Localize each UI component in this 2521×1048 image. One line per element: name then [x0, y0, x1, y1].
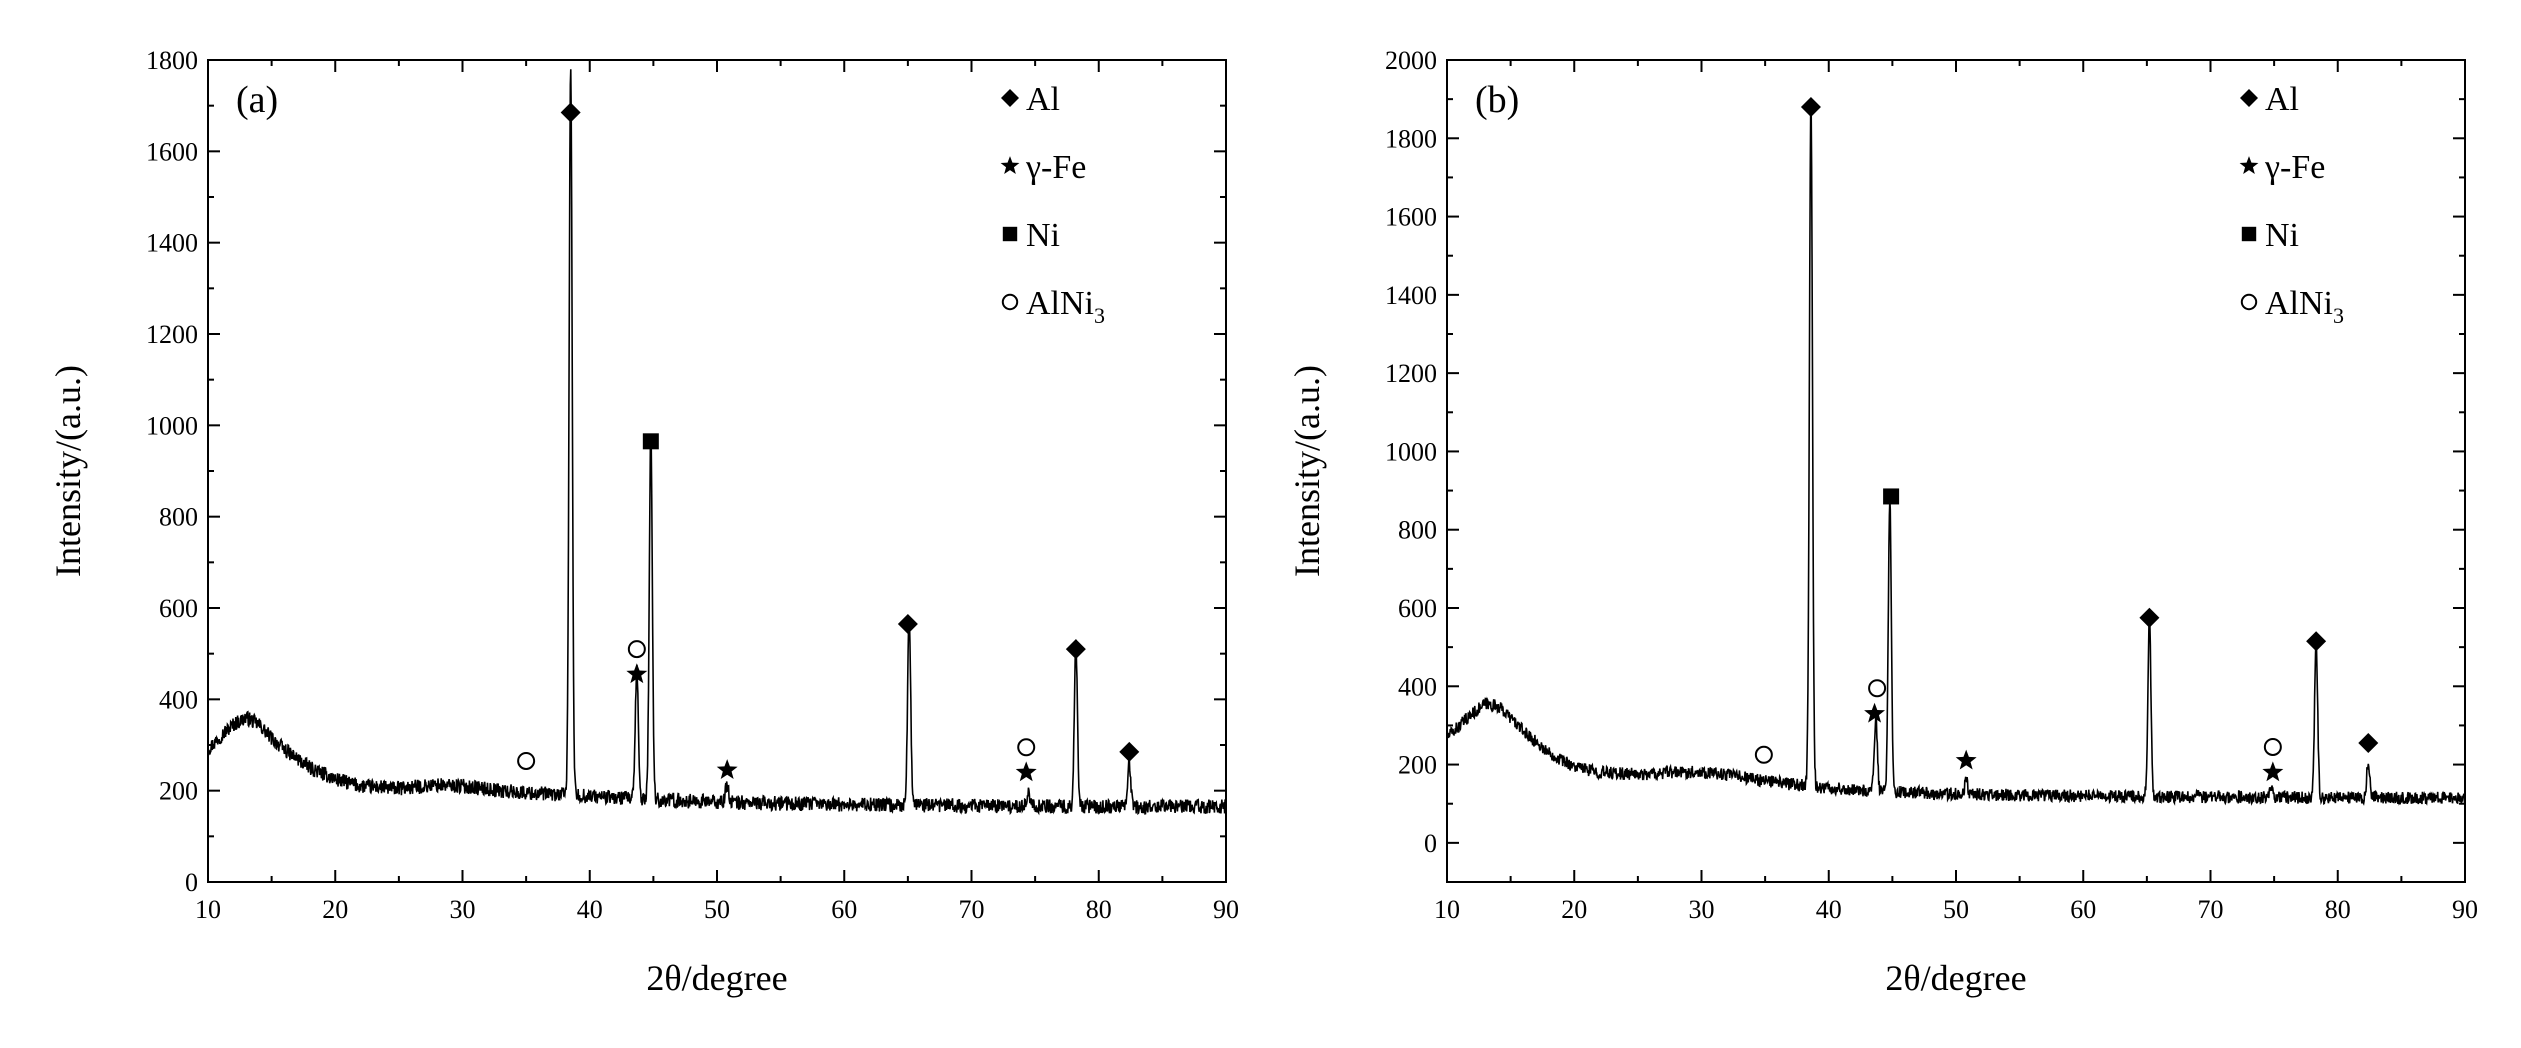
- y-tick-label: 1000: [146, 411, 198, 440]
- x-tick-label: 10: [1434, 895, 1460, 924]
- x-axis-label: 2θ/degree: [1885, 958, 2026, 998]
- x-tick-label: 90: [2452, 895, 2478, 924]
- x-tick-label: 60: [2070, 895, 2096, 924]
- y-tick-label: 0: [1424, 829, 1437, 858]
- x-tick-label: 30: [450, 895, 476, 924]
- legend-subscript: 3: [2333, 303, 2344, 328]
- x-tick-label: 30: [1689, 895, 1715, 924]
- legend-label: AlNi3: [2265, 285, 2344, 328]
- y-tick-label: 200: [159, 777, 198, 806]
- peak-marker-square: [642, 433, 659, 450]
- y-tick-label: 1000: [1385, 437, 1437, 466]
- y-tick-label: 1600: [1385, 203, 1437, 232]
- peak-marker-diamond: [2306, 631, 2327, 652]
- peak-marker-star: [1955, 749, 1977, 770]
- y-tick-label: 1800: [146, 46, 198, 75]
- legend-marker-star: [1000, 156, 1020, 175]
- x-axis-label: 2θ/degree: [646, 958, 787, 998]
- y-tick-label: 400: [159, 685, 198, 714]
- peak-marker-diamond: [1065, 639, 1086, 660]
- peak-marker-diamond: [1119, 741, 1140, 762]
- peak-marker-circle: [2263, 737, 2282, 756]
- peak-marker-circle: [517, 751, 536, 770]
- legend-label: AlNi3: [1026, 285, 1105, 328]
- x-tick-label: 90: [1213, 895, 1239, 924]
- series-line: [1447, 104, 2465, 806]
- peak-marker-circle: [627, 640, 646, 659]
- peak-marker-circle: [1754, 745, 1773, 764]
- legend-label: Al: [2265, 81, 2299, 118]
- peak-marker-square: [1883, 488, 1900, 505]
- peak-marker-diamond: [897, 613, 918, 634]
- x-tick-label: 50: [1943, 895, 1969, 924]
- y-axis-label: Intensity/(a.u.): [48, 365, 88, 577]
- legend-label: Al: [1026, 81, 1060, 118]
- peak-marker-circle: [1868, 679, 1887, 698]
- peak-marker-star: [626, 663, 648, 684]
- legend-marker-square: [2241, 226, 2257, 242]
- y-tick-label: 400: [1398, 672, 1437, 701]
- x-tick-label: 40: [1816, 895, 1842, 924]
- peak-marker-star: [1015, 761, 1037, 782]
- x-tick-label: 70: [2198, 895, 2224, 924]
- y-tick-label: 0: [185, 868, 198, 897]
- y-tick-label: 1400: [146, 229, 198, 258]
- y-tick-label: 1800: [1385, 124, 1437, 153]
- y-tick-label: 600: [159, 594, 198, 623]
- legend-marker-star: [2239, 156, 2259, 175]
- legend-label: γ-Fe: [2264, 149, 2325, 186]
- peak-marker-star: [1864, 702, 1886, 723]
- x-tick-label: 10: [195, 895, 221, 924]
- legend-marker-circle: [2240, 293, 2258, 311]
- x-tick-label: 40: [577, 895, 603, 924]
- x-tick-label: 20: [322, 895, 348, 924]
- peak-marker-diamond: [560, 102, 581, 123]
- legend-marker-circle: [1001, 293, 1019, 311]
- y-tick-label: 1200: [1385, 359, 1437, 388]
- y-tick-label: 800: [159, 503, 198, 532]
- legend-marker-diamond: [1001, 89, 1019, 107]
- legend-marker-diamond: [2240, 89, 2258, 107]
- legend-label: Ni: [1026, 217, 1060, 254]
- x-tick-label: 60: [831, 895, 857, 924]
- x-tick-label: 80: [2325, 895, 2351, 924]
- y-tick-label: 2000: [1385, 46, 1437, 75]
- y-tick-label: 1400: [1385, 281, 1437, 310]
- legend-label: Ni: [2265, 217, 2299, 254]
- x-tick-label: 50: [704, 895, 730, 924]
- y-tick-label: 600: [1398, 594, 1437, 623]
- peak-marker-star: [2262, 761, 2284, 782]
- peak-marker-diamond: [1800, 96, 1821, 117]
- chart-panel-b: 10 20 30 40 50 60 70 80 90 0 200 400 600 800 1000 1200 1…: [1287, 46, 2478, 998]
- legend-label: γ-Fe: [1025, 149, 1086, 186]
- chart-panel-a: 10 20 30 40 50 60 70 80 90 0 200 400 600 800 1000 1200 1…: [48, 46, 1239, 998]
- x-tick-label: 20: [1561, 895, 1587, 924]
- panel-label: (b): [1475, 79, 1519, 121]
- series-line: [208, 69, 1226, 816]
- peak-marker-circle: [1017, 738, 1036, 757]
- y-tick-label: 1600: [146, 137, 198, 166]
- x-tick-label: 70: [959, 895, 985, 924]
- peak-marker-star: [716, 759, 738, 780]
- x-tick-label: 80: [1086, 895, 1112, 924]
- peak-marker-diamond: [2139, 607, 2160, 628]
- y-axis-label: Intensity/(a.u.): [1287, 365, 1327, 577]
- peak-marker-diamond: [2358, 733, 2379, 754]
- panel-label: (a): [236, 79, 278, 121]
- legend-marker-square: [1002, 226, 1018, 242]
- y-tick-label: 200: [1398, 751, 1437, 780]
- y-tick-label: 800: [1398, 516, 1437, 545]
- legend-subscript: 3: [1094, 303, 1105, 328]
- y-tick-label: 1200: [146, 320, 198, 349]
